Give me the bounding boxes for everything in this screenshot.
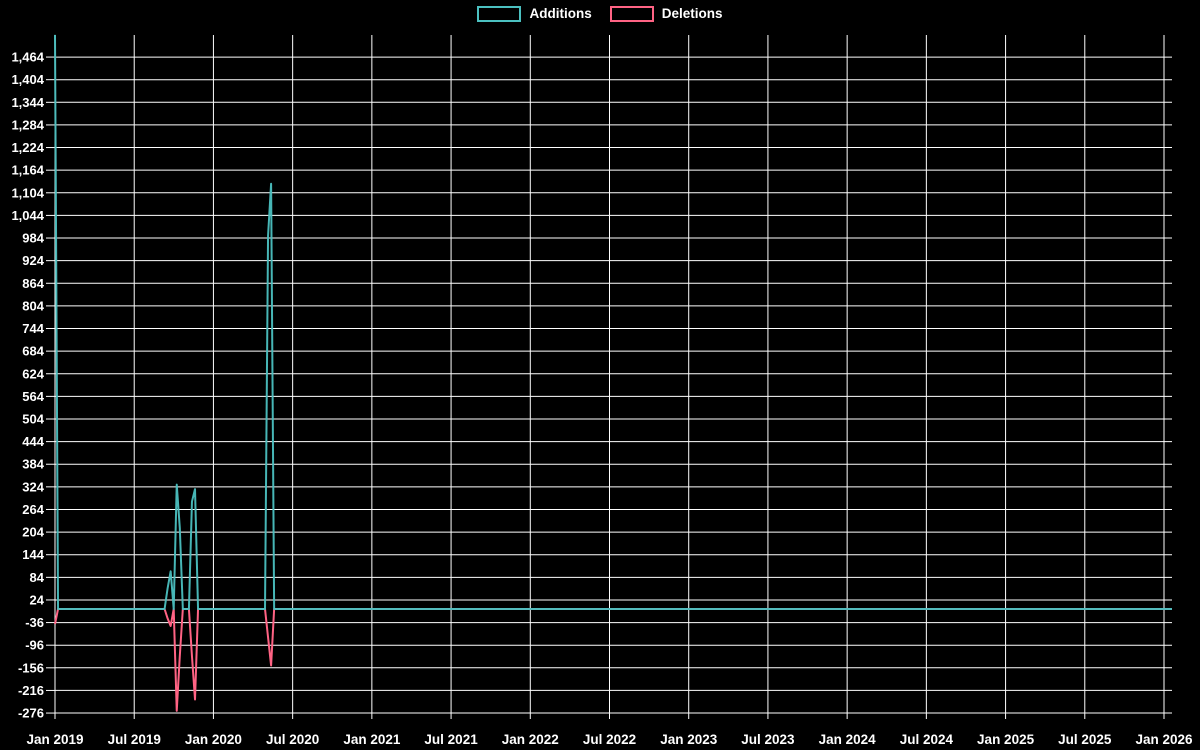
y-tick-label: 1,284 <box>11 117 44 132</box>
legend-label-additions: Additions <box>529 6 592 21</box>
y-tick-label: 384 <box>22 457 44 472</box>
y-tick-label: 84 <box>30 570 45 585</box>
deletions-line <box>54 608 1172 712</box>
y-tick-label: 1,464 <box>11 50 44 65</box>
x-tick-label: Jul 2021 <box>424 732 478 747</box>
y-tick-label: 264 <box>22 502 44 517</box>
legend-label-deletions: Deletions <box>661 6 723 21</box>
y-tick-label: -156 <box>18 660 44 675</box>
y-tick-label: 324 <box>22 479 44 494</box>
y-tick-label: 1,404 <box>11 72 44 87</box>
x-tick-label: Jan 2026 <box>1135 732 1193 747</box>
y-tick-label: 24 <box>30 592 45 607</box>
y-tick-label: 444 <box>22 434 44 449</box>
x-tick-label: Jul 2019 <box>108 732 161 747</box>
y-tick-label: -216 <box>18 683 44 698</box>
additions-line <box>54 34 1172 610</box>
x-tick-label: Jul 2025 <box>1058 732 1112 747</box>
x-tick-label: Jan 2024 <box>819 732 877 747</box>
x-tick-label: Jan 2021 <box>343 732 401 747</box>
legend-item-additions[interactable]: Additions <box>477 6 592 22</box>
additions-swatch-icon <box>477 6 522 22</box>
x-tick-label: Jan 2020 <box>185 732 242 747</box>
y-tick-label: 144 <box>22 547 44 562</box>
y-tick-label: 684 <box>22 344 44 359</box>
x-tick-label: Jul 2024 <box>900 732 954 747</box>
y-tick-label: 744 <box>22 321 44 336</box>
gridlines <box>46 35 1172 719</box>
y-tick-label: 864 <box>22 276 44 291</box>
axis-labels: 1,464 1,404 1,344 1,284 1,224 1,164 1,104 1,044… <box>11 50 1193 747</box>
legend-item-deletions[interactable]: Deletions <box>609 6 723 22</box>
y-tick-label: -276 <box>18 706 44 721</box>
y-tick-label: 1,164 <box>11 163 44 178</box>
y-tick-label: 1,344 <box>11 95 44 110</box>
x-tick-label: Jul 2020 <box>266 732 319 747</box>
x-tick-label: Jan 2023 <box>660 732 718 747</box>
y-tick-label: 504 <box>22 411 44 426</box>
x-tick-label: Jul 2022 <box>583 732 636 747</box>
y-tick-label: 204 <box>22 525 44 540</box>
deletions-swatch-icon <box>609 6 654 22</box>
y-tick-label: 624 <box>22 366 44 381</box>
y-tick-label: 1,044 <box>11 208 44 223</box>
y-tick-label: 564 <box>22 389 44 404</box>
x-tick-label: Jan 2022 <box>502 732 559 747</box>
x-tick-label: Jul 2023 <box>741 732 795 747</box>
data-series <box>54 34 1172 712</box>
y-tick-label: -96 <box>25 638 44 653</box>
y-tick-label: 804 <box>22 298 44 313</box>
x-tick-label: Jan 2025 <box>977 732 1035 747</box>
chart-legend: Additions Deletions <box>0 6 1200 22</box>
y-tick-label: -36 <box>25 615 44 630</box>
y-tick-label: 1,224 <box>11 140 44 155</box>
y-tick-label: 1,104 <box>11 185 44 200</box>
y-tick-label: 924 <box>22 253 44 268</box>
x-tick-label: Jan 2019 <box>26 732 83 747</box>
y-tick-label: 984 <box>22 231 44 246</box>
